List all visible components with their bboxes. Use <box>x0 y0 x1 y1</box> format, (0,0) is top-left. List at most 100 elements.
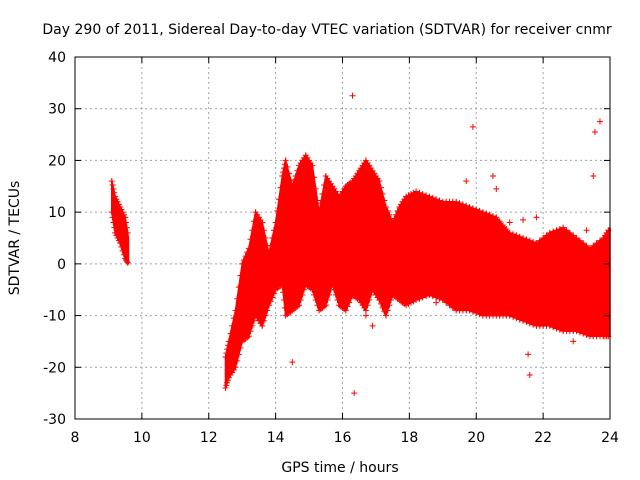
data-point <box>473 309 480 316</box>
data-point <box>259 322 266 329</box>
data-point <box>563 227 570 234</box>
data-point <box>301 286 308 293</box>
x-tick-label: 20 <box>467 430 485 446</box>
data-point <box>453 198 460 205</box>
data-point <box>503 225 510 232</box>
data-point <box>443 299 450 306</box>
data-point <box>234 357 241 364</box>
data-point <box>436 295 443 302</box>
data-point <box>270 290 277 297</box>
data-point <box>249 322 256 329</box>
data-point <box>281 161 288 168</box>
data-point <box>247 328 254 335</box>
data-point <box>536 237 543 244</box>
data-point <box>297 297 304 304</box>
data-point <box>586 245 593 252</box>
data-point <box>387 297 394 304</box>
x-tick-label: 14 <box>267 430 285 446</box>
data-point <box>377 184 384 191</box>
data-point <box>580 240 587 247</box>
data-point <box>416 295 423 302</box>
data-point <box>405 192 412 199</box>
data-point <box>245 333 252 340</box>
data-point <box>403 302 410 309</box>
data-point <box>593 240 600 247</box>
data-point <box>513 315 520 322</box>
data-point <box>556 225 563 232</box>
data-point <box>122 214 129 221</box>
data-point <box>436 197 443 204</box>
data-point <box>530 238 537 245</box>
data-point <box>520 317 527 324</box>
outlier-point <box>489 172 496 179</box>
x-tick-label: 8 <box>71 430 80 446</box>
data-point <box>479 209 486 216</box>
outlier-point <box>433 299 440 306</box>
data-point <box>267 298 274 305</box>
data-point <box>405 300 412 307</box>
data-point <box>510 231 517 238</box>
data-point <box>550 228 557 235</box>
data-point <box>583 242 590 249</box>
data-point <box>109 181 116 188</box>
data-point <box>473 206 480 213</box>
data-point <box>118 206 125 213</box>
outlier-point <box>369 322 376 329</box>
data-point <box>119 247 126 254</box>
data-point <box>367 291 374 298</box>
data-point <box>553 227 560 234</box>
data-point <box>379 191 386 198</box>
data-point <box>222 384 229 391</box>
data-point <box>459 201 466 208</box>
y-tick-label: -20 <box>43 360 66 376</box>
data-point <box>403 193 410 200</box>
data-point <box>573 235 580 241</box>
data-point <box>269 294 276 301</box>
data-point <box>299 291 306 298</box>
data-point <box>112 229 119 236</box>
x-tick-labels: 8 10 12 14 16 18 20 22 24 <box>71 430 619 446</box>
data-point <box>513 232 520 239</box>
data-point <box>264 307 271 314</box>
data-point <box>580 330 587 337</box>
data-point <box>500 222 506 229</box>
data-point <box>408 191 415 198</box>
outlier-point <box>493 185 500 192</box>
outlier-point <box>590 172 597 179</box>
outlier-point <box>596 118 603 125</box>
data-point <box>426 291 433 298</box>
data-point <box>433 196 440 203</box>
data-point <box>489 213 496 220</box>
outlier-point <box>362 312 369 319</box>
y-tick-label: 40 <box>48 50 66 66</box>
data-point <box>108 178 115 185</box>
x-axis-label: GPS time / hours <box>281 460 398 476</box>
x-tick-label: 18 <box>400 430 418 446</box>
data-point <box>590 242 597 249</box>
data-point <box>466 307 473 314</box>
data-point <box>382 312 389 319</box>
data-point <box>463 202 470 209</box>
data-point <box>123 224 130 231</box>
data-point <box>324 297 331 304</box>
data-series <box>108 152 612 391</box>
outlier-point <box>591 128 598 135</box>
data-point <box>386 302 393 309</box>
data-point <box>530 321 537 328</box>
data-point <box>476 311 483 318</box>
data-point <box>347 295 354 302</box>
data-point <box>419 191 426 198</box>
data-point <box>281 304 288 311</box>
data-point <box>115 237 122 244</box>
data-point <box>493 214 500 221</box>
data-point <box>124 229 131 236</box>
outlier-point <box>526 372 533 379</box>
data-point <box>466 203 473 210</box>
chart-title: Day 290 of 2011, Sidereal Day-to-day VTE… <box>42 22 611 38</box>
data-point <box>583 331 590 338</box>
data-point <box>111 189 118 196</box>
data-point <box>112 193 119 200</box>
data-point <box>120 211 127 218</box>
x-tick-label: 10 <box>133 430 151 446</box>
